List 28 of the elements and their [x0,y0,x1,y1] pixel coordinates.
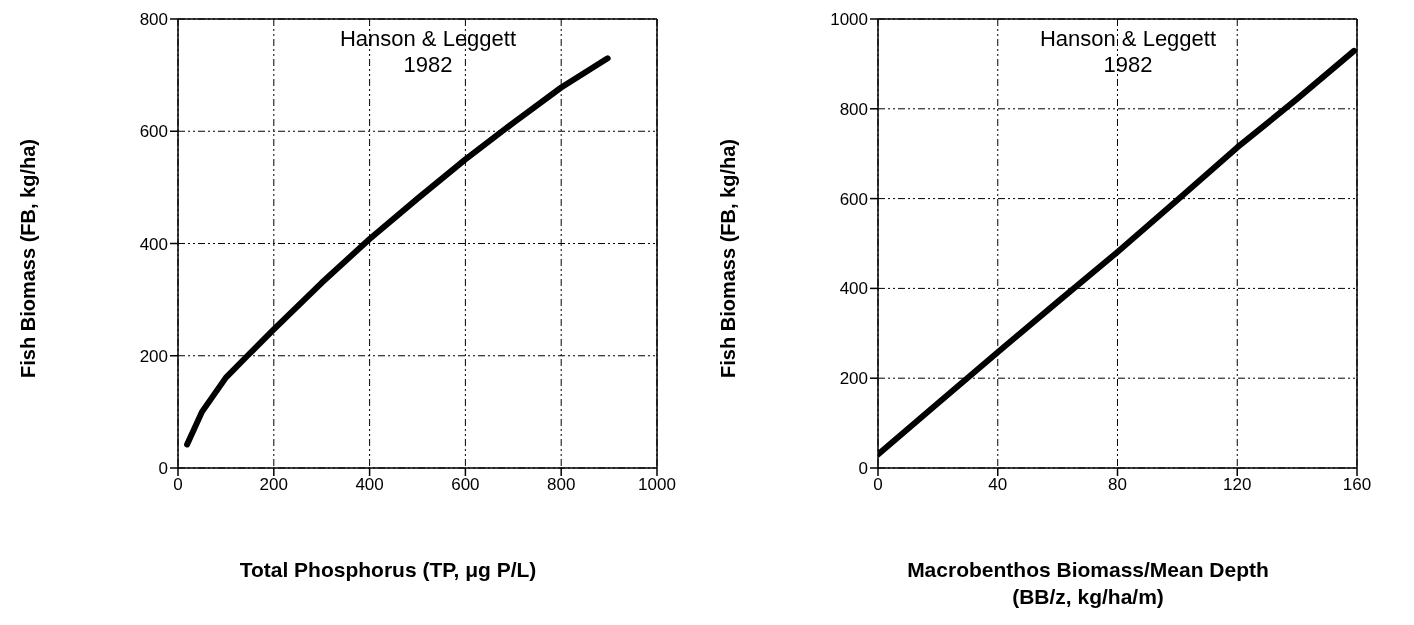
x-tick-label: 800 [547,475,576,495]
annotation: Hanson & Leggett 1982 [338,26,518,79]
y-tick-label: 800 [839,99,868,119]
x-tick-label: 120 [1223,475,1252,495]
y-tick-label: 0 [858,459,868,479]
x-tick-label: 0 [173,475,183,495]
x-axis-title: Macrobenthos Biomass/Mean Depth (BB/z, kg/ha/m) [906,557,1270,611]
y-tick-label: 1000 [830,10,868,30]
x-tick-label: 400 [355,475,384,495]
x-tick-label: 80 [1108,475,1127,495]
x-tick-label: 160 [1342,475,1372,495]
x-tick-label: 600 [451,475,480,495]
y-tick-label: 400 [839,279,868,299]
x-tick-label: 200 [259,475,288,495]
y-tick-label: 600 [139,122,168,142]
y-tick-label: 200 [139,346,168,366]
annotation: Hanson & Leggett 1982 [1038,26,1218,79]
y-tick-label: 600 [839,189,868,209]
x-axis-title: Total Phosphorus (TP, μg P/L) [238,557,538,583]
y-axis-title: Fish Biomass (FB, kg/ha) [16,138,40,378]
y-tick-label: 800 [139,10,168,30]
y-axis-title: Fish Biomass (FB, kg/ha) [716,138,740,378]
y-tick-label: 0 [158,459,168,479]
x-tick-label: 1000 [638,475,676,495]
x-tick-label: 0 [873,475,883,495]
x-tick-label: 40 [988,475,1008,495]
y-tick-label: 400 [139,234,168,254]
y-tick-label: 200 [839,369,868,389]
